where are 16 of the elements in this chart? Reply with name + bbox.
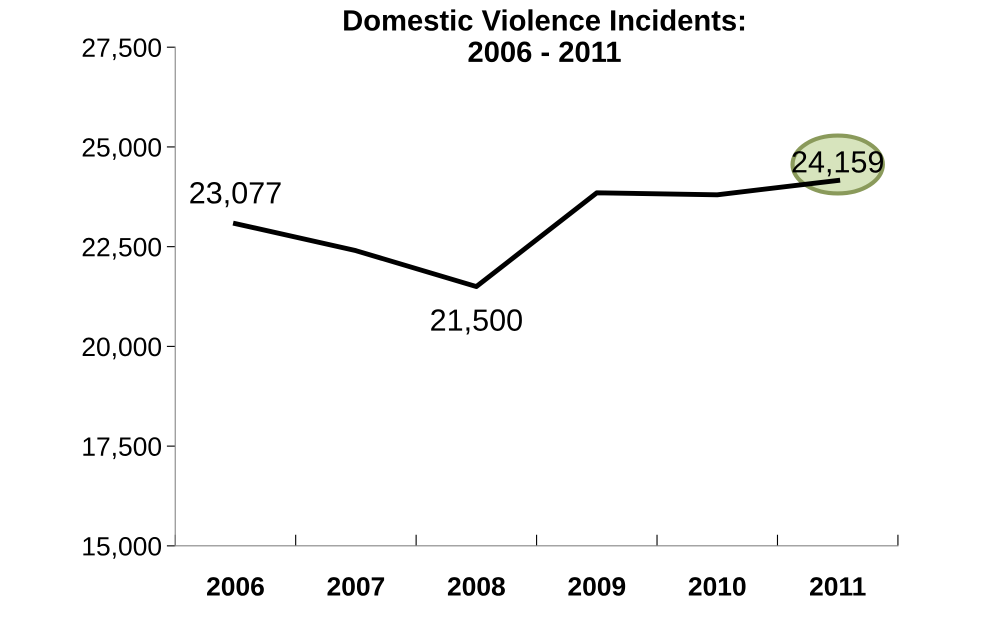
chart-title: Domestic Violence Incidents: 2006 - 2011 <box>344 9 744 62</box>
x-tick-label: 2007 <box>327 577 384 596</box>
data-label: 24,159 <box>792 151 883 176</box>
y-tick-label: 25,000 <box>82 138 162 160</box>
y-tick-label: 20,000 <box>82 338 162 360</box>
data-label: 21,500 <box>431 309 522 335</box>
x-tick-label: 2008 <box>448 577 505 596</box>
x-tick-label: 2011 <box>810 577 866 596</box>
y-tick-label: 17,500 <box>83 437 162 460</box>
x-tick-label: 2009 <box>568 577 626 596</box>
data-label: 23,077 <box>190 182 281 208</box>
y-tick-label: 22,500 <box>82 238 162 260</box>
y-tick-label: 27,500 <box>82 38 162 60</box>
y-tick-label: 15,000 <box>83 536 162 559</box>
x-tick-label: 2010 <box>688 577 746 596</box>
x-tick-label: 2006 <box>207 577 264 596</box>
